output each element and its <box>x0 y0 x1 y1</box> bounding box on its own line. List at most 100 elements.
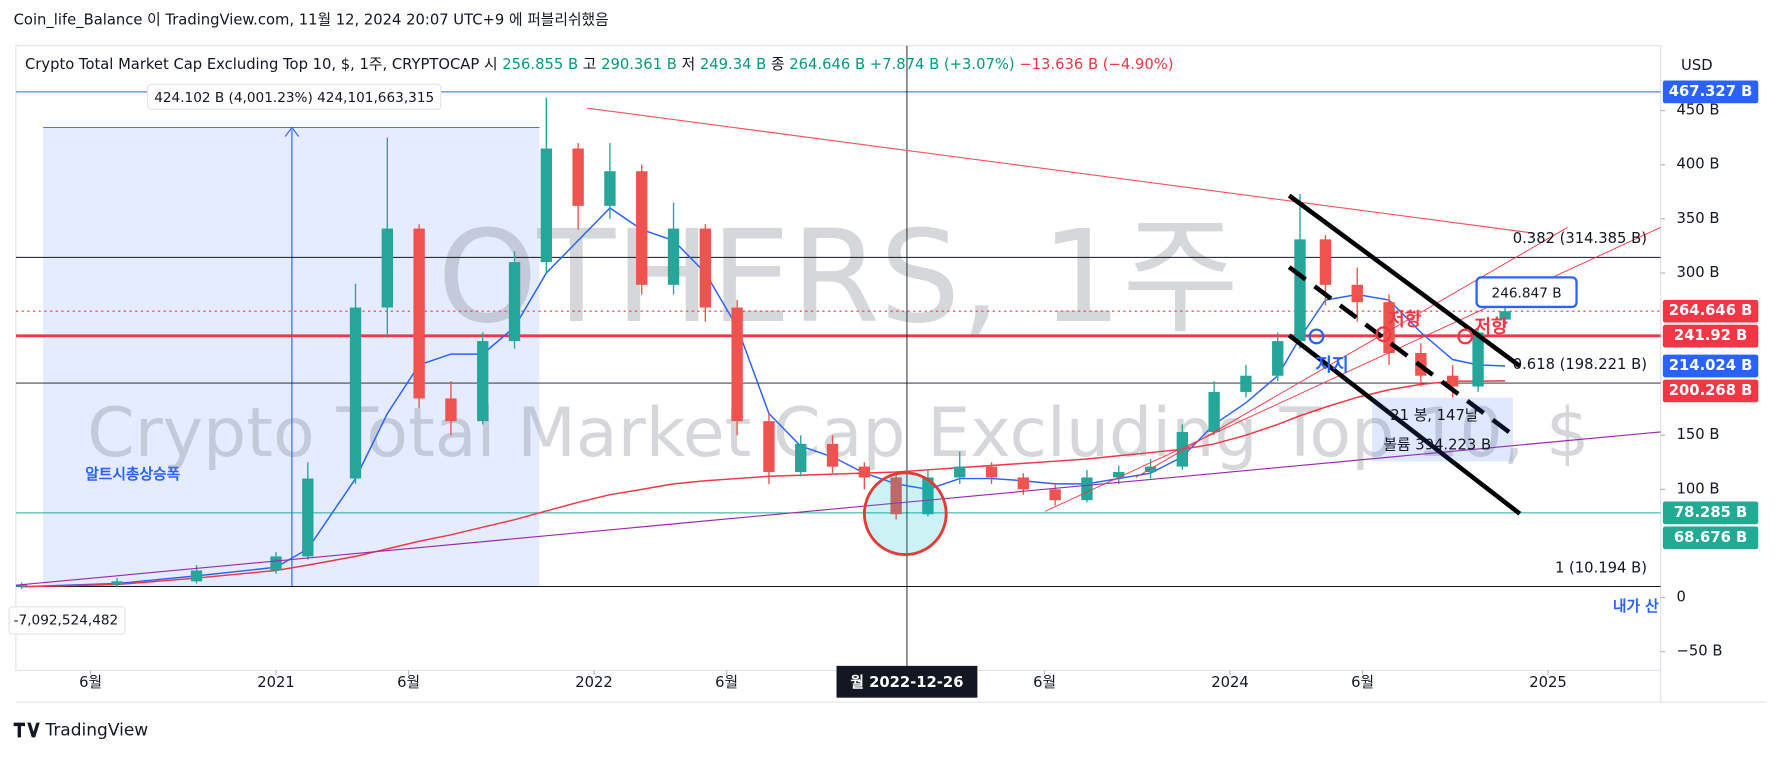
candle-body <box>1472 332 1484 387</box>
candle-body <box>1081 477 1093 501</box>
price-label-box <box>1662 526 1759 550</box>
legend-bar: Crypto Total Market Cap Excluding Top 10… <box>25 56 1174 73</box>
header: Coin_life_Balance 이 TradingView.com, 11월… <box>14 12 609 29</box>
candle-body <box>1294 239 1306 342</box>
price-label-box <box>1662 354 1759 378</box>
target-box <box>1475 276 1578 309</box>
x-tick-label: 2025 <box>1529 674 1567 691</box>
legend-item: 고 <box>583 56 597 73</box>
crosshair-label-box <box>836 665 978 698</box>
candle-body <box>985 466 998 478</box>
candle-body <box>111 581 123 585</box>
price-label-box <box>1662 501 1759 525</box>
footer: TradingView <box>44 721 148 741</box>
price-label: 214.024 B <box>1669 357 1753 374</box>
crosshair-label: 월 2022-12-26 <box>850 674 963 691</box>
support-point <box>1308 328 1325 345</box>
candle-body <box>1208 391 1220 432</box>
measure-label: 424.102 B (4,001.23%) 424,101,663,315 <box>154 90 434 106</box>
y-tick-label: 300 B <box>1677 264 1720 281</box>
measure-arrowhead <box>284 126 300 137</box>
measure-label-box <box>147 83 442 110</box>
volume-box <box>8 606 126 635</box>
candle-body <box>731 307 743 422</box>
legend-item: +7.874 B (+3.07%) <box>870 56 1015 73</box>
x-tick-label: 2024 <box>1211 674 1249 691</box>
legend-item: 290.361 B <box>601 56 677 73</box>
resist-label: 저항 <box>1474 316 1508 337</box>
y-tick-label: 400 B <box>1677 156 1720 173</box>
candle-body <box>540 148 553 263</box>
price-label-box <box>1662 80 1759 104</box>
x-tick-label: 6월 <box>715 674 738 691</box>
trendline <box>1135 227 1568 478</box>
watermark-subtitle: Crypto Total Market Cap Excluding Top 10… <box>87 394 1589 473</box>
channel-line <box>1287 193 1522 368</box>
resist-label: 저항 <box>1388 310 1422 331</box>
y-tick-label: 350 B <box>1677 210 1720 227</box>
volume-label: -7,092,524,482 <box>14 612 119 628</box>
candle-body <box>572 148 584 206</box>
candle-body <box>858 466 871 478</box>
candle-body <box>604 171 616 206</box>
candle-body <box>1319 239 1332 285</box>
candle-body <box>763 421 775 473</box>
price-label: 200.268 B <box>1669 382 1753 399</box>
price-label: 68.676 B <box>1674 529 1747 546</box>
candle-body <box>922 477 934 515</box>
channel-line <box>1287 333 1522 516</box>
candle-body <box>1499 311 1511 320</box>
legend-item: 저 <box>682 56 696 73</box>
y-tick-label: 150 B <box>1677 426 1720 443</box>
resist-point <box>1375 326 1392 343</box>
channel-mid <box>1287 265 1518 440</box>
trendline <box>1044 227 1661 512</box>
candle-body <box>1351 284 1363 303</box>
candle-body <box>1113 472 1125 478</box>
candle-body <box>667 228 680 285</box>
price-label: 241.92 B <box>1674 327 1747 344</box>
legend-item: Crypto Total Market Cap Excluding Top 10… <box>25 56 479 73</box>
candle-body <box>636 171 648 285</box>
range-box <box>1372 397 1513 462</box>
candle-body <box>508 262 521 342</box>
candle-body <box>1383 302 1395 353</box>
candle-body <box>270 556 282 571</box>
candle-body <box>795 443 807 473</box>
price-label-box <box>1662 324 1759 348</box>
trendline <box>15 431 1661 586</box>
x-tick-label: 6월 <box>1351 674 1374 691</box>
y-tick-label: 0 <box>1677 589 1686 606</box>
legend-item: 시 <box>484 56 498 73</box>
legend-item: 256.855 B <box>502 56 578 73</box>
candle-body <box>190 570 203 582</box>
note: 내가 산 <box>1613 598 1659 615</box>
level-label: 0.382 (314.385 B) <box>1513 230 1647 247</box>
candle-body <box>349 307 362 479</box>
plot: OTHERS, 1주 Crypto Total Market Cap Exclud… <box>15 45 1661 671</box>
currency: USD <box>1681 57 1713 74</box>
price-label-box <box>1662 299 1759 323</box>
candle-body <box>826 443 839 467</box>
price-label-box <box>1662 379 1759 403</box>
logo <box>13 722 40 738</box>
x-tick-label: 6월 <box>79 674 102 691</box>
legend-item: 종 <box>771 56 785 73</box>
candle-body <box>1176 431 1189 467</box>
y-tick-label: −50 B <box>1677 643 1723 660</box>
currency-box <box>1665 47 1763 83</box>
y-tick-label: 100 B <box>1677 480 1720 497</box>
candle-body <box>1240 375 1252 392</box>
x-tick-label: 2022 <box>575 674 613 691</box>
candle-body <box>954 466 966 478</box>
candle-body <box>381 228 394 308</box>
legend-item: 249.34 B <box>700 56 766 73</box>
highlight-circle <box>862 471 948 556</box>
price-label: 264.646 B <box>1669 302 1753 319</box>
candle-body <box>302 478 314 557</box>
price-label: 78.285 B <box>1674 504 1747 521</box>
trendline <box>587 107 1534 234</box>
range-volume: 볼륨 394.223 B <box>1383 437 1491 454</box>
